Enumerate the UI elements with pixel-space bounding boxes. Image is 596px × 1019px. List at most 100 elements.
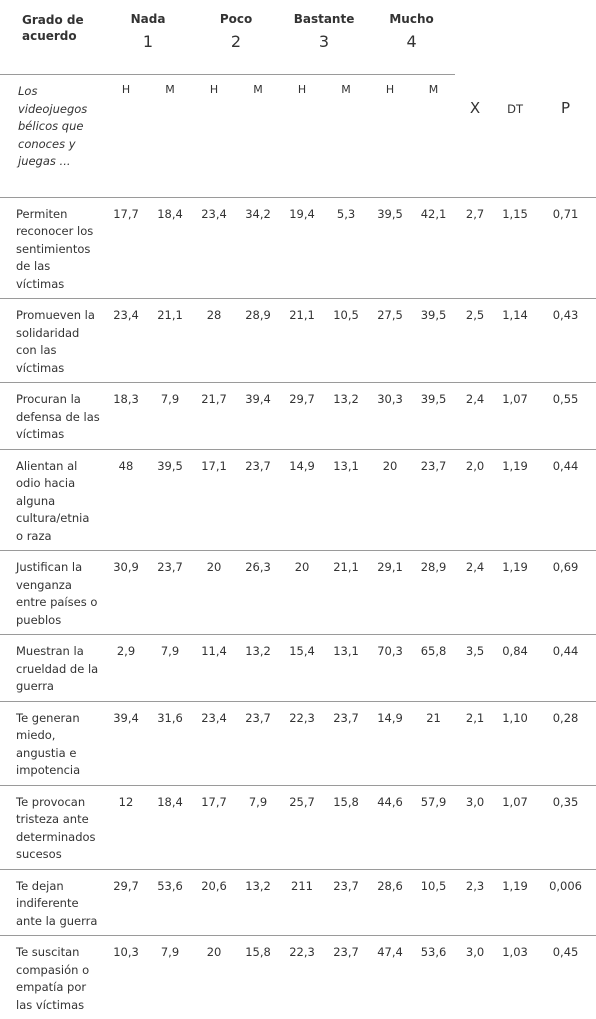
subheader-row: Los videojuegos bélicos que conoces y ju… [0,75,596,198]
cell: 1,10 [495,701,535,785]
data-row: Te suscitan compasión o empatía por las … [0,936,596,1019]
row-label: Te provocan tristeza ante determinados s… [0,785,104,869]
cell: 23,7 [324,701,368,785]
cell: 2,0 [455,449,495,551]
empty-cell [495,0,535,75]
cell: 21,1 [324,551,368,635]
empty-cell [535,0,596,75]
cell: 20,6 [192,869,236,936]
cell: 23,7 [236,701,280,785]
cell: 2,3 [455,869,495,936]
cell: 17,7 [192,785,236,869]
cell: 2,1 [455,701,495,785]
cell: 1,19 [495,551,535,635]
cell: 29,7 [104,869,148,936]
cell: 2,4 [455,551,495,635]
cell: 211 [280,869,324,936]
stat-header: DT [495,75,535,198]
cell: 17,1 [192,449,236,551]
cell: 14,9 [368,701,412,785]
cell: 1,15 [495,197,535,299]
cell: 0,28 [535,701,596,785]
data-row: Permiten reconocer los sentimientos de l… [0,197,596,299]
cell: 23,4 [104,299,148,383]
row-label: Procuran la defensa de las víctimas [0,383,104,450]
cell: 1,19 [495,869,535,936]
stat-header: X [455,75,495,198]
row-label: Justifican la venganza entre países o pu… [0,551,104,635]
cell: 53,6 [148,869,192,936]
cell: 7,9 [148,936,192,1019]
cell: 57,9 [412,785,455,869]
cell: 21,1 [148,299,192,383]
cell: 23,7 [236,449,280,551]
cell: 44,6 [368,785,412,869]
cell: 5,3 [324,197,368,299]
cell: 70,3 [368,635,412,702]
cell: 10,5 [324,299,368,383]
cell: 20 [368,449,412,551]
cell: 2,5 [455,299,495,383]
cell: 1,03 [495,936,535,1019]
cell: 7,9 [236,785,280,869]
data-row: Promueven la solidaridad con las víctima… [0,299,596,383]
cell: 15,8 [236,936,280,1019]
cell: 39,5 [148,449,192,551]
cell: 10,3 [104,936,148,1019]
cell: 11,4 [192,635,236,702]
cell: 21,7 [192,383,236,450]
cell: 7,9 [148,383,192,450]
level-number: 3 [280,32,368,51]
cell: 0,45 [535,936,596,1019]
sex-header: M [148,75,192,198]
cell: 65,8 [412,635,455,702]
cell: 1,07 [495,785,535,869]
sex-header: M [324,75,368,198]
cell: 14,9 [280,449,324,551]
row-label: Te dejan indiferente ante la guerra [0,869,104,936]
cell: 0,44 [535,635,596,702]
cell: 18,3 [104,383,148,450]
sex-header: H [280,75,324,198]
cell: 30,9 [104,551,148,635]
cell: 13,2 [236,869,280,936]
sex-header: H [104,75,148,198]
cell: 13,1 [324,449,368,551]
row-label: Te generan miedo, angustia e impotencia [0,701,104,785]
header-title: Grado de acuerdo [0,0,104,75]
cell: 0,44 [535,449,596,551]
cell: 3,5 [455,635,495,702]
cell: 19,4 [280,197,324,299]
level-name: Poco [192,12,280,26]
cell: 30,3 [368,383,412,450]
cell: 2,4 [455,383,495,450]
cell: 21,1 [280,299,324,383]
row-label: Promueven la solidaridad con las víctima… [0,299,104,383]
cell: 0,55 [535,383,596,450]
data-row: Alientan al odio hacia alguna cultura/et… [0,449,596,551]
cell: 23,7 [412,449,455,551]
row-label: Muestran la crueldad de la guerra [0,635,104,702]
cell: 0,71 [535,197,596,299]
subtitle: Los videojuegos bélicos que conoces y ju… [0,75,104,198]
cell: 29,1 [368,551,412,635]
empty-cell [455,0,495,75]
cell: 26,3 [236,551,280,635]
cell: 22,3 [280,701,324,785]
cell: 28 [192,299,236,383]
cell: 47,4 [368,936,412,1019]
level-name: Mucho [368,12,455,26]
cell: 53,6 [412,936,455,1019]
level-number: 1 [104,32,192,51]
